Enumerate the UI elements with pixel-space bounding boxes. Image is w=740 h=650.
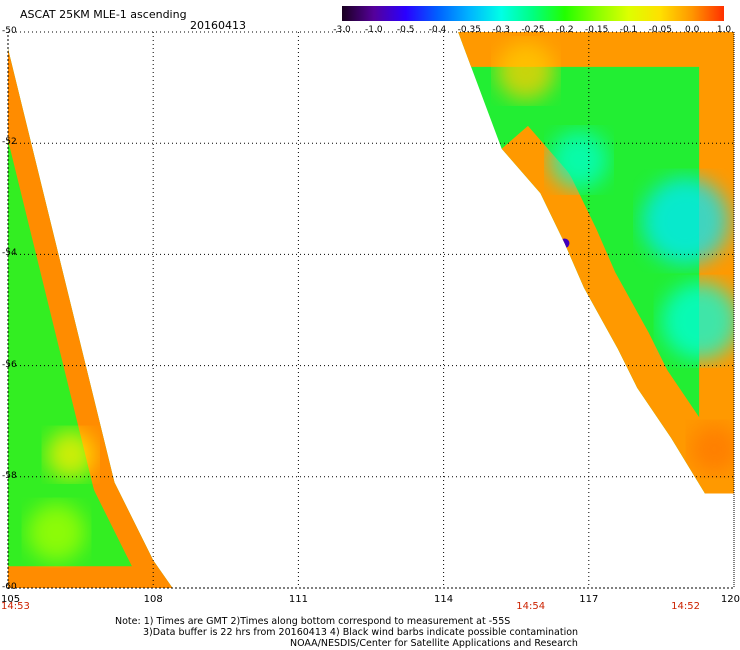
pass-time-label: 14:52 xyxy=(671,601,701,612)
colorbar-tick-label: -3.0 xyxy=(333,25,351,35)
map-frame xyxy=(7,31,735,589)
lon-tick-label: 111 xyxy=(288,594,308,605)
value-blob xyxy=(661,282,734,360)
value-blob xyxy=(46,430,96,479)
colorbar-tick-label: -0.1 xyxy=(619,25,638,35)
value-blob xyxy=(496,41,555,100)
lat-tick-label: -58 xyxy=(2,470,17,481)
colorbar-tick-label: -0.3 xyxy=(492,25,510,35)
lon-tick-label: 114 xyxy=(434,594,454,605)
lat-tick-label: -54 xyxy=(2,248,17,259)
colorbar xyxy=(342,6,724,21)
note-line-2: 3)Data buffer is 22 hrs from 20160413 4)… xyxy=(143,627,579,638)
lat-tick-label: -60 xyxy=(2,582,17,592)
colorbar-tick-label: -0.25 xyxy=(521,25,545,35)
lon-tick-label: 117 xyxy=(579,594,599,605)
map-title: ASCAT 25KM MLE-1 ascending xyxy=(20,8,187,21)
note-line-3: NOAA/NESDIS/Center for Satellite Applica… xyxy=(290,638,578,649)
lon-tick-label: 120 xyxy=(720,594,740,605)
value-blob xyxy=(27,503,86,562)
lat-tick-label: -50 xyxy=(2,26,17,36)
colorbar-tick-label: -0.05 xyxy=(648,25,672,35)
colorbar-tick-label: -0.5 xyxy=(396,25,415,35)
colorbar-tick-label: -0.15 xyxy=(585,25,609,35)
colorbar-tick-label: -0.2 xyxy=(556,25,574,35)
lat-tick-label: -52 xyxy=(2,137,17,148)
lon-tick-label: 108 xyxy=(143,594,163,605)
colorbar-tick-label: 1.0 xyxy=(716,25,732,35)
colorbar-tick-label: 0.0 xyxy=(684,25,700,35)
pass-time-label: 14:53 xyxy=(1,601,30,612)
value-blob xyxy=(690,424,734,474)
lon-tick-label: 105 xyxy=(1,594,21,605)
value-blob xyxy=(550,130,609,189)
map-date: 20160413 xyxy=(190,19,246,32)
colorbar-tick-label: -1.0 xyxy=(365,25,383,35)
note-line-1: Note: 1) Times are GMT 2)Times along bot… xyxy=(115,616,511,627)
pass-time-label: 14:54 xyxy=(516,601,546,612)
colorbar-tick-label: -0.35 xyxy=(457,25,481,35)
value-blob xyxy=(559,238,570,249)
value-blob xyxy=(642,177,730,265)
colorbar-tick-label: -0.4 xyxy=(428,25,447,35)
west-swath xyxy=(8,48,173,589)
lat-tick-label: -56 xyxy=(2,359,17,370)
